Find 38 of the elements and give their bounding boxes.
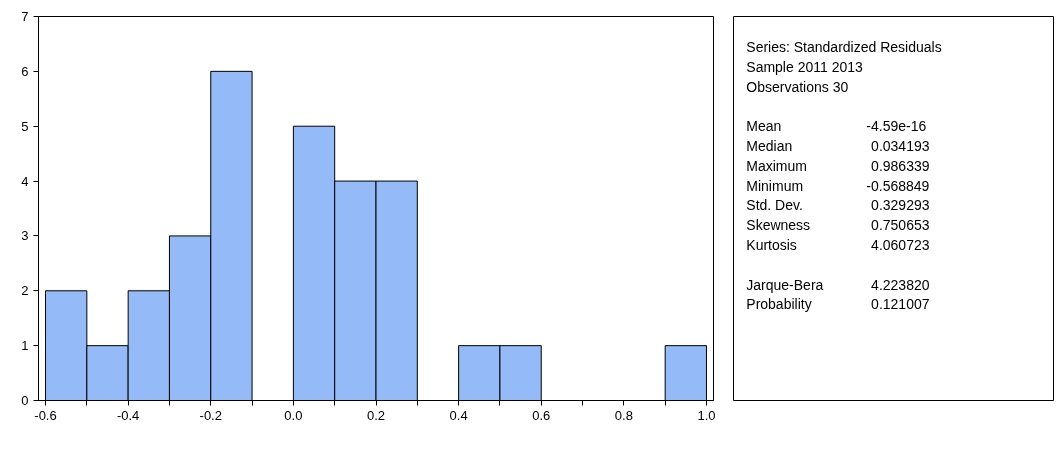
y-tick-label: 7 xyxy=(21,9,29,24)
text: Sample 2011 2013 xyxy=(746,59,864,75)
category-label: Jarque-Bera xyxy=(746,276,824,293)
x-tick-label: 0.6 xyxy=(532,407,551,423)
y-tick-label: 4 xyxy=(21,173,29,189)
category-label: Probability xyxy=(746,296,812,313)
x-tick-label: 0.4 xyxy=(449,407,468,423)
category-label: Minimum xyxy=(746,177,804,194)
text: 0.329293 xyxy=(871,197,930,214)
x-tick-label: -0.4 xyxy=(116,407,140,423)
x-tick-label: 0.0 xyxy=(284,407,303,423)
y-tick-label: 3 xyxy=(21,228,29,244)
x-tick-label: 0.8 xyxy=(614,407,633,423)
x-tick-label: 0.2 xyxy=(366,407,386,423)
category-label: Median xyxy=(746,138,793,155)
x-tick-label: 1.0 xyxy=(697,407,716,423)
x-tick-label: -0.2 xyxy=(199,407,222,423)
text: 4.223820 xyxy=(871,276,930,293)
text: 0.034193 xyxy=(871,138,930,155)
y-tick-label: 2 xyxy=(21,283,29,299)
y-tick-label: 6 xyxy=(21,63,29,79)
category-label: Std. Dev. xyxy=(746,197,803,214)
y-tick-label: 1 xyxy=(21,338,29,354)
text: Observations 30 xyxy=(746,78,849,95)
text: 0.121007 xyxy=(871,296,930,313)
category-label: Mean xyxy=(746,118,782,135)
text: Series: Standardized Residuals xyxy=(746,39,942,56)
y-tick-label: 0 xyxy=(21,393,29,408)
text: 4.060723 xyxy=(871,236,930,253)
text: 0.750653 xyxy=(871,217,930,234)
text: -0.568849 xyxy=(866,177,930,194)
text: 0.986339 xyxy=(871,157,930,174)
text: -4.59e-16 xyxy=(866,118,927,135)
y-tick-label: 5 xyxy=(21,118,29,134)
category-label: Maximum xyxy=(746,157,807,174)
x-tick-label: -0.6 xyxy=(34,407,57,423)
category-label: Kurtosis xyxy=(746,236,797,253)
category-label: Skewness xyxy=(746,217,811,234)
